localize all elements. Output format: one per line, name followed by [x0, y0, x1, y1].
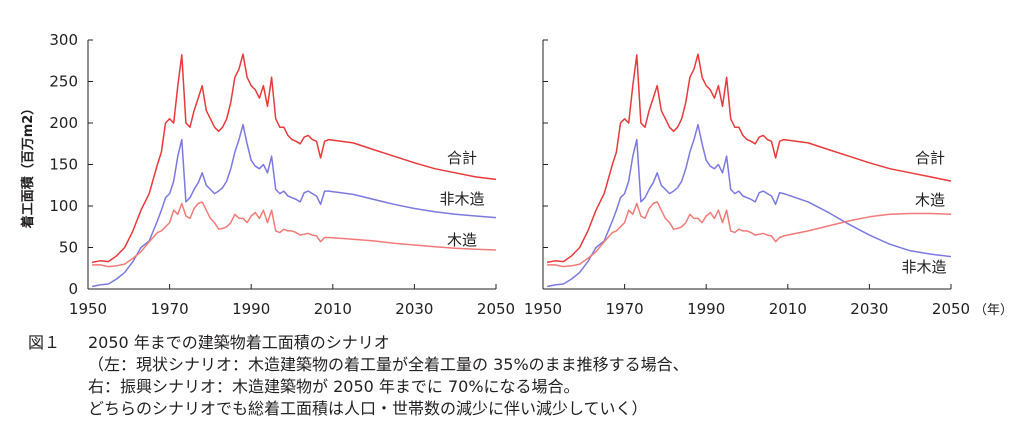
y-axis-label: 着工面積（百万m2） [20, 102, 36, 230]
caption-line: 右：振興シナリオ：木造建築物が 2050 年までに 70%になる場合。 [88, 377, 580, 396]
series-line-2 [92, 201, 497, 268]
label-nonwood: 非木造 [901, 258, 946, 276]
x-tick-label: 2050 [932, 300, 970, 318]
chart-left: 着工面積（百万m2） 0 50 100 150 200 250 300 1950 1970 199… [20, 31, 515, 318]
label-total: 合計 [915, 149, 945, 167]
x-tick-label: 1970 [151, 300, 189, 318]
charts: 着工面積（百万m2） 0 50 100 150 200 250 300 1950 1970 199… [20, 31, 1013, 318]
caption-line: どちらのシナリオでも総着工面積は人口・世帯数の減少に伴い減少していく） [88, 399, 648, 418]
series-line-2 [547, 201, 952, 268]
x-tick-label: 2010 [769, 300, 807, 318]
label-wood: 木造 [447, 231, 477, 249]
x-tick-label: 2050 [477, 300, 515, 318]
y-tick-label: 100 [49, 197, 78, 215]
x-tick-label: 1950 [524, 300, 562, 318]
y-tick-label: 250 [49, 73, 78, 91]
y-tick-label: 150 [49, 156, 78, 174]
y-tick-label: 200 [49, 114, 78, 132]
series-line-0 [91, 53, 497, 264]
x-tick-label: 1970 [606, 300, 644, 318]
x-tick-label: 2030 [395, 300, 433, 318]
figure-caption: 図１ 2050 年までの建築物着工面積のシナリオ （左：現状シナリオ：木造建築物… [28, 332, 689, 420]
x-tick-label: 1990 [687, 300, 725, 318]
label-wood: 木造 [915, 191, 945, 209]
chart-right: 1950 1970 1990 2010 2030 2050 合計 木造 非木造 （年） [524, 39, 1013, 318]
y-tick-label: 50 [59, 239, 78, 257]
y-tick-label: 0 [68, 280, 78, 298]
series-line-1 [91, 123, 497, 288]
series-line-0 [546, 53, 952, 264]
caption-line: 2050 年までの建築物着工面積のシナリオ [88, 333, 390, 352]
label-total: 合計 [447, 149, 477, 167]
x-axis-unit: （年） [974, 303, 1013, 318]
x-tick-label: 2010 [314, 300, 352, 318]
caption-number: 図１ [28, 333, 61, 352]
label-nonwood: 非木造 [439, 190, 484, 208]
y-tick-label: 300 [49, 31, 78, 49]
caption-line: （左：現状シナリオ：木造建築物の着工量が全着工量の 35%のまま推移する場合、 [88, 355, 689, 374]
x-tick-label: 1990 [232, 300, 270, 318]
x-tick-label: 2030 [850, 300, 888, 318]
x-tick-label: 1950 [69, 300, 107, 318]
series-line-1 [546, 123, 952, 288]
